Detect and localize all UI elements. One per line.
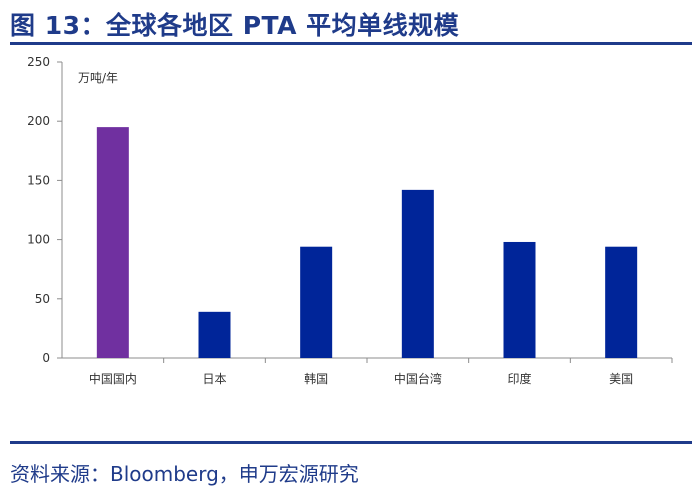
x-tick-label: 中国台湾	[394, 371, 442, 386]
bar-4	[401, 189, 434, 358]
bar-2	[198, 311, 231, 358]
source-note: 资料来源：Bloomberg，申万宏源研究	[10, 462, 359, 486]
bar-3	[300, 246, 333, 358]
x-tick-label: 印度	[507, 371, 531, 386]
y-tick-label: 0	[42, 351, 50, 365]
title-divider	[10, 42, 692, 45]
bar-1	[96, 127, 129, 359]
x-tick-label: 韩国	[304, 371, 328, 386]
chart-area: 0 50 100 150 200 250 万吨/年中国国内 日本 韩国 中国台湾 印度 美国	[0, 48, 700, 440]
x-tick-label: 中国国内	[89, 371, 137, 386]
y-tick-label: 100	[27, 233, 50, 247]
source-divider	[10, 441, 692, 444]
title-bar: 图 13：全球各地区 PTA 平均单线规模	[10, 0, 690, 42]
figure-title: 图 13：全球各地区 PTA 平均单线规模	[10, 11, 460, 40]
bar-5	[503, 241, 536, 358]
bar-6	[605, 246, 638, 358]
x-tick-label: 美国	[609, 372, 633, 386]
y-tick-label: 50	[35, 292, 50, 306]
y-axis-unit-label: 万吨/年	[78, 71, 118, 85]
x-tick-label: 日本	[202, 372, 226, 386]
y-tick-label: 250	[27, 55, 50, 69]
y-tick-label: 200	[27, 114, 50, 128]
y-tick-label: 150	[27, 173, 50, 187]
